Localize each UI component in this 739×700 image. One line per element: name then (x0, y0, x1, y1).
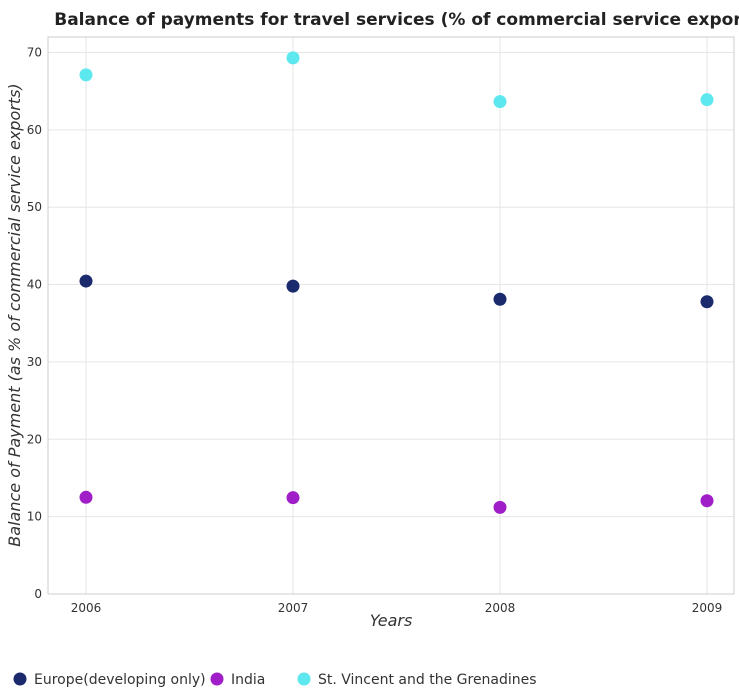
data-point (286, 491, 300, 505)
data-point (79, 490, 93, 504)
data-point (79, 274, 93, 288)
data-point (493, 500, 507, 514)
y-tick-label: 40 (27, 278, 42, 292)
x-tick-label: 2009 (692, 601, 723, 615)
y-tick-label: 50 (27, 200, 42, 214)
y-axis-label: Balance of Payment (as % of commercial s… (5, 83, 24, 546)
data-point (286, 51, 300, 65)
data-point (700, 93, 714, 107)
legend-marker (13, 672, 27, 686)
x-axis-ticks: 2006 2007 2008 2009 (71, 601, 723, 615)
legend-marker (297, 672, 311, 686)
y-tick-label: 20 (27, 432, 42, 446)
y-tick-label: 70 (27, 45, 42, 59)
y-tick-label: 30 (27, 355, 42, 369)
data-point (493, 95, 507, 109)
y-axis-ticks: 0 10 20 30 40 50 60 70 (27, 45, 42, 601)
legend-label: India (231, 672, 265, 688)
x-tick-label: 2007 (278, 601, 309, 615)
grid (48, 37, 734, 595)
y-tick-label: 60 (27, 123, 42, 137)
y-tick-label: 10 (27, 510, 42, 524)
data-point (286, 279, 300, 293)
legend: Europe(developing only) India St. Vincent … (13, 672, 537, 688)
x-axis-label: Years (370, 611, 413, 630)
legend-label: St. Vincent and the Grenadines (318, 672, 537, 688)
y-tick-label: 0 (34, 587, 42, 601)
legend-marker (210, 672, 224, 686)
plot-frame (47, 36, 735, 595)
legend-label: Europe(developing only) (34, 672, 206, 688)
data-point (79, 68, 93, 82)
data-point (700, 295, 714, 309)
x-tick-label: 2006 (71, 601, 102, 615)
data-point (700, 494, 714, 508)
chart-title: Balance of payments for travel services … (54, 10, 739, 30)
x-tick-label: 2008 (485, 601, 516, 615)
data-points (79, 51, 714, 514)
data-point (493, 292, 507, 306)
